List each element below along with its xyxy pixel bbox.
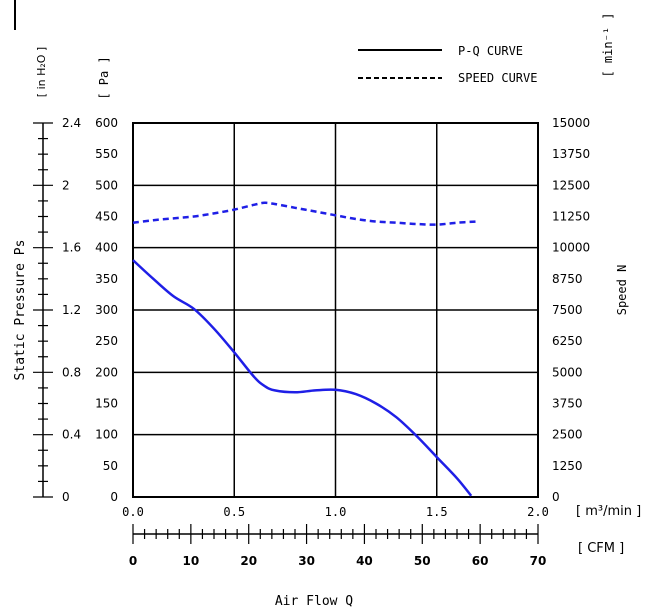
inh2o-tick-label: 2.4: [62, 116, 81, 130]
x-tick-label: 1.0: [325, 505, 347, 519]
x-tick-label: 1.5: [426, 505, 448, 519]
legend: P-Q CURVE SPEED CURVE: [358, 44, 537, 85]
speed-tick-label: 1250: [552, 459, 583, 473]
pa-tick-label: 50: [103, 459, 118, 473]
speed-tick-label: 0: [552, 490, 560, 504]
speed-tick-label: 7500: [552, 303, 583, 317]
x-tick-label: 0.0: [122, 505, 144, 519]
pa-tick-label: 200: [95, 365, 118, 379]
pa-tick-label: 450: [95, 210, 118, 224]
y-axis-title-right: Speed N: [615, 265, 629, 316]
cfm-axis: 0 10 20 30 40 50 60 70: [129, 524, 547, 568]
speed-unit-label: [ min⁻¹ ]: [601, 12, 615, 77]
speed-tick-label: 2500: [552, 428, 583, 442]
speed-tick-label: 3750: [552, 397, 583, 411]
inh2o-tick-label: 1.2: [62, 303, 81, 317]
cfm-tick-label: 10: [183, 554, 200, 568]
pa-tick-label: 150: [95, 397, 118, 411]
pa-tick-label: 300: [95, 303, 118, 317]
legend-pq-label: P-Q CURVE: [458, 44, 523, 58]
inh2o-tick-label: 2: [62, 178, 70, 192]
speed-tick-label: 11250: [552, 210, 590, 224]
pa-tick-label: 100: [95, 428, 118, 442]
pa-tick-label: 500: [95, 178, 118, 192]
inh2o-axis: 0 0.4 0.8 1.2 1.6 2 2.4: [33, 116, 81, 504]
x-tick-label: 2.0: [527, 505, 549, 519]
cfm-tick-label: 30: [298, 554, 315, 568]
x-axis-title: Air Flow Q: [275, 594, 353, 609]
speed-tick-label: 6250: [552, 334, 583, 348]
series-speed-curve: [132, 201, 478, 226]
x-secondary-unit-label: [ CFM ]: [578, 541, 624, 556]
legend-speed-label: SPEED CURVE: [458, 71, 537, 85]
speed-tick-label: 10000: [552, 241, 590, 255]
speed-axis: 0 1250 2500 3750 5000 6250 7500 8750 10000 11250 1…: [552, 116, 590, 504]
speed-tick-label: 13750: [552, 147, 590, 161]
y-axis-title-left: Static Pressure Ps: [13, 240, 28, 381]
pa-tick-label: 250: [95, 334, 118, 348]
inh2o-tick-label: 0: [62, 490, 70, 504]
inh2o-tick-label: 0.4: [62, 428, 81, 442]
inh2o-tick-label: 0.8: [62, 365, 81, 379]
speed-tick-label: 15000: [552, 116, 590, 130]
inh2o-tick-label: 1.6: [62, 241, 81, 255]
speed-tick-label: 5000: [552, 365, 583, 379]
pa-tick-label: 0: [110, 490, 118, 504]
cfm-tick-label: 0: [129, 554, 137, 568]
x-tick-label: 0.5: [223, 505, 245, 519]
pa-tick-label: 550: [95, 147, 118, 161]
cfm-tick-label: 20: [240, 554, 257, 568]
pa-unit-label: [ Pa ]: [97, 56, 111, 99]
x-axis: 0.0 0.5 1.0 1.5 2.0: [122, 505, 549, 519]
inh2o-unit-label: [ in H₂O ]: [35, 47, 48, 97]
cfm-tick-label: 70: [530, 554, 547, 568]
cfm-tick-label: 60: [472, 554, 489, 568]
cfm-tick-label: 40: [356, 554, 373, 568]
x-primary-unit-label: [ m³/min ]: [576, 504, 641, 519]
speed-tick-label: 12500: [552, 178, 590, 192]
pa-tick-label: 600: [95, 116, 118, 130]
cfm-tick-label: 50: [414, 554, 431, 568]
series-pq-curve: [132, 259, 473, 497]
speed-tick-label: 8750: [552, 272, 583, 286]
pa-tick-label: 400: [95, 241, 118, 255]
grid: [132, 123, 539, 497]
pa-tick-label: 350: [95, 272, 118, 286]
pa-axis: 0 50 100 150 200 250 300 350 400 450 500 550 600: [95, 116, 118, 504]
